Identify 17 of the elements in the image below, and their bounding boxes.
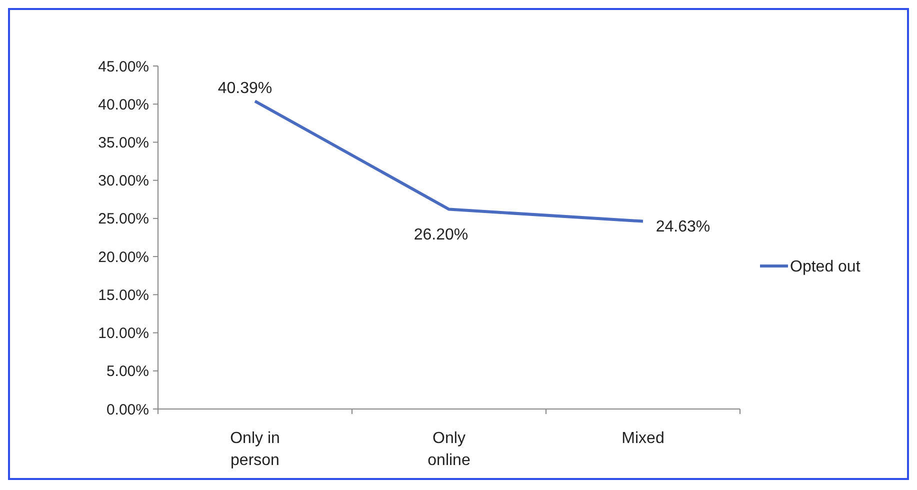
x-tick-label: Only in person	[230, 430, 280, 469]
x-tick-label: Mixed	[622, 430, 664, 447]
y-tick-label: 0.00%	[106, 401, 149, 418]
x-tick-label: Only online	[428, 430, 470, 469]
y-tick-label: 45.00%	[98, 58, 149, 76]
y-tick-label: 20.00%	[98, 248, 149, 266]
legend-label: Opted out	[790, 258, 861, 276]
y-tick-label: 30.00%	[98, 172, 149, 190]
data-label: 26.20%	[414, 226, 468, 244]
y-tick-label: 5.00%	[106, 363, 149, 380]
y-tick-label: 40.00%	[98, 96, 149, 114]
data-label: 24.63%	[656, 218, 710, 236]
y-tick-label: 25.00%	[98, 210, 149, 228]
y-tick-label: 15.00%	[98, 286, 149, 304]
y-tick-label: 35.00%	[98, 134, 149, 152]
data-label: 40.39%	[218, 80, 272, 98]
y-tick-label: 10.00%	[98, 325, 149, 342]
